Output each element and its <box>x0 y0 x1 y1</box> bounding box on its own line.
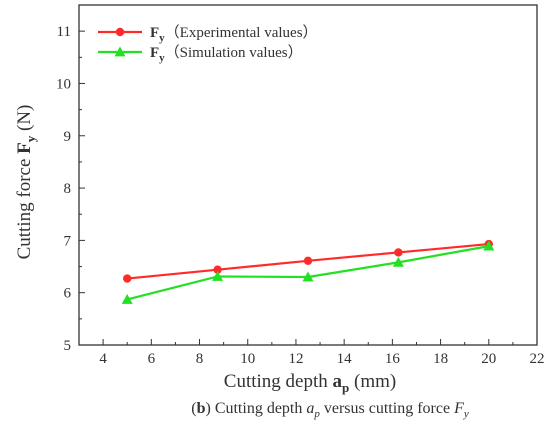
legend-label: Fy（Experimental values） <box>150 24 318 44</box>
data-point-triangle <box>212 270 224 281</box>
data-point-triangle <box>392 256 404 267</box>
data-point-circle <box>303 256 313 265</box>
y-tick-label: 11 <box>57 24 71 40</box>
legend-entry-1: Fy（Experimental values） <box>98 24 318 44</box>
data-point-circle <box>394 248 403 257</box>
x-tick-label: 6 <box>148 351 156 367</box>
x-tick-label: 22 <box>530 351 545 367</box>
y-tick-label: 8 <box>64 181 72 197</box>
series-layer <box>121 239 495 304</box>
axes: 4 6 8 10 12 14 16 18 20 22 5 6 7 8 9 10 11 <box>56 4 545 367</box>
y-tick-label: 7 <box>64 233 72 249</box>
data-point-circle <box>115 27 125 37</box>
x-axis-label: Cutting depth ap (mm) <box>224 371 396 395</box>
legend-label: Fy（Simulation values） <box>150 44 303 64</box>
x-tick-label: 10 <box>240 351 255 367</box>
legend: Fy（Experimental values）Fy（Simulation val… <box>98 24 318 64</box>
x-tick-label: 14 <box>337 351 353 367</box>
x-tick-label: 16 <box>385 351 401 367</box>
data-point-triangle <box>302 271 314 282</box>
x-tick-label: 20 <box>481 351 496 367</box>
series-2 <box>121 240 495 304</box>
y-axis-label: Cutting force Fy (N) <box>14 105 38 260</box>
y-tick-label: 5 <box>64 338 72 354</box>
y-tick-label: 10 <box>56 76 71 92</box>
plot-frame <box>78 4 538 346</box>
figure-caption: (b) Cutting depth ap versus cutting forc… <box>191 400 469 420</box>
data-point-triangle <box>121 293 133 304</box>
y-tick-label: 6 <box>64 286 72 302</box>
data-point-triangle <box>114 46 126 57</box>
x-tick-label: 4 <box>99 351 107 367</box>
data-point-triangle <box>483 240 495 251</box>
x-tick-label: 8 <box>196 351 204 367</box>
x-tick-label: 18 <box>433 351 448 367</box>
x-tick-label: 12 <box>288 351 303 367</box>
data-point-circle <box>213 265 222 274</box>
legend-entry-2: Fy（Simulation values） <box>98 44 303 64</box>
data-point-circle <box>123 274 132 283</box>
y-tick-label: 9 <box>64 129 72 145</box>
